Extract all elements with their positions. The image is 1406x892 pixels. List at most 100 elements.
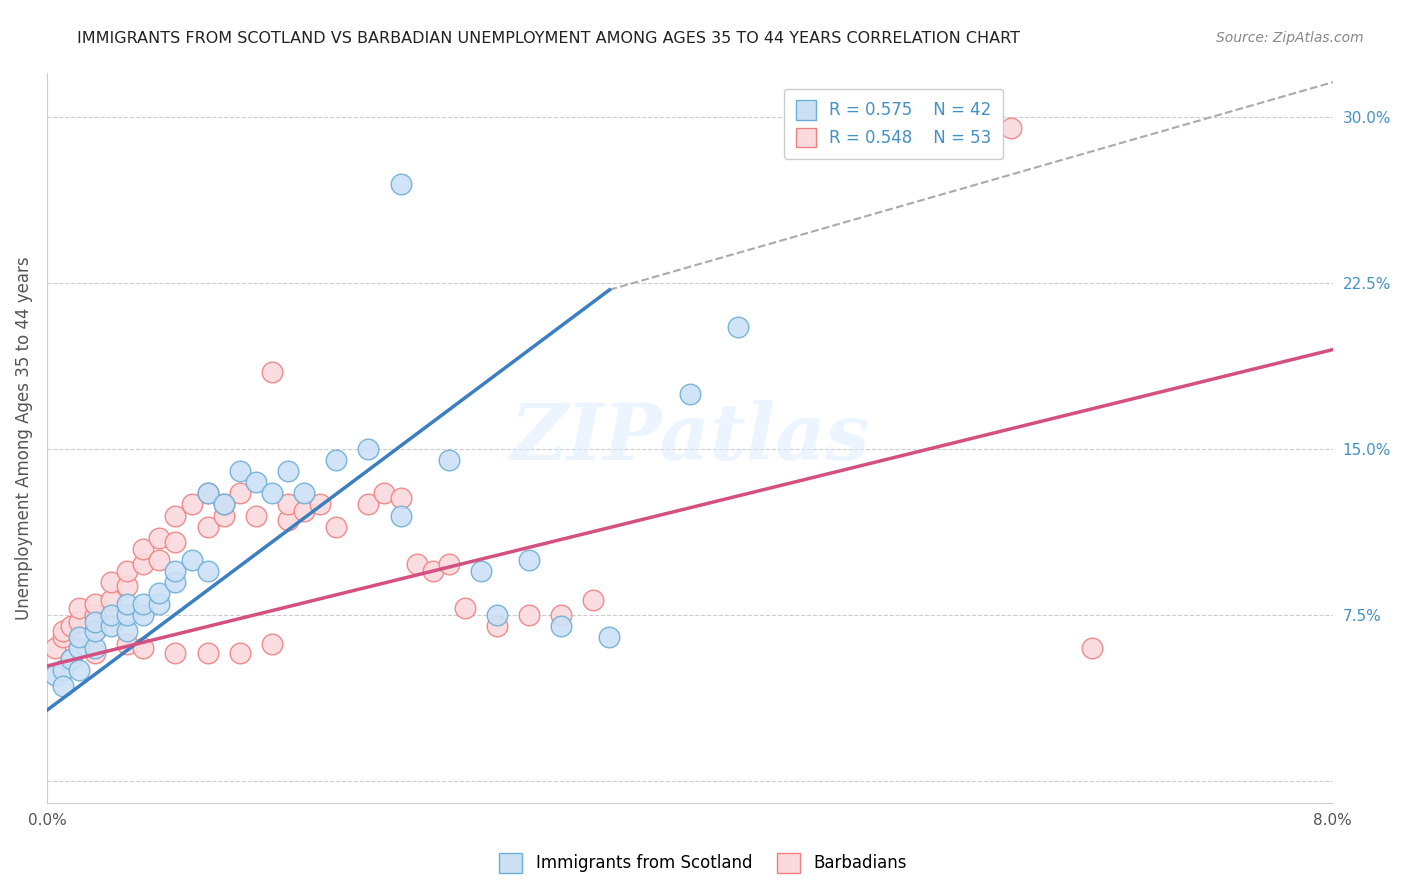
- Point: [84, 615, 107, 629]
- Point: [197, 646, 219, 660]
- Point: [165, 574, 187, 589]
- Point: [1080, 641, 1102, 656]
- Text: Source: ZipAtlas.com: Source: ZipAtlas.com: [1216, 31, 1364, 45]
- Point: [100, 608, 122, 623]
- Point: [180, 553, 202, 567]
- Point: [485, 619, 508, 633]
- Point: [52, 679, 75, 693]
- Point: [229, 464, 252, 478]
- Point: [389, 508, 412, 523]
- Point: [148, 586, 170, 600]
- Point: [100, 574, 122, 589]
- Point: [245, 508, 267, 523]
- Point: [44, 668, 66, 682]
- Point: [67, 601, 90, 615]
- Point: [117, 564, 139, 578]
- Point: [117, 608, 139, 623]
- Point: [470, 564, 492, 578]
- Point: [373, 486, 395, 500]
- Point: [165, 564, 187, 578]
- Point: [260, 486, 283, 500]
- Point: [197, 486, 219, 500]
- Point: [679, 387, 702, 401]
- Point: [454, 601, 477, 615]
- Point: [117, 579, 139, 593]
- Point: [67, 630, 90, 644]
- Point: [550, 608, 572, 623]
- Point: [437, 453, 460, 467]
- Point: [100, 592, 122, 607]
- Point: [59, 652, 82, 666]
- Point: [389, 491, 412, 505]
- Point: [517, 553, 540, 567]
- Point: [84, 624, 107, 638]
- Point: [67, 641, 90, 656]
- Text: IMMIGRANTS FROM SCOTLAND VS BARBADIAN UNEMPLOYMENT AMONG AGES 35 TO 44 YEARS COR: IMMIGRANTS FROM SCOTLAND VS BARBADIAN UN…: [77, 31, 1021, 46]
- Point: [197, 519, 219, 533]
- Point: [260, 365, 283, 379]
- Point: [1000, 121, 1022, 136]
- Point: [84, 641, 107, 656]
- Point: [389, 177, 412, 191]
- Point: [260, 637, 283, 651]
- Text: ZIPatlas: ZIPatlas: [510, 400, 869, 476]
- Legend: Immigrants from Scotland, Barbadians: Immigrants from Scotland, Barbadians: [492, 847, 914, 880]
- Point: [357, 498, 380, 512]
- Point: [84, 624, 107, 638]
- Point: [212, 498, 235, 512]
- Point: [132, 608, 155, 623]
- Point: [100, 619, 122, 633]
- Point: [277, 498, 299, 512]
- Point: [357, 442, 380, 457]
- Point: [727, 320, 749, 334]
- Point: [309, 498, 332, 512]
- Point: [132, 558, 155, 572]
- Point: [148, 597, 170, 611]
- Point: [59, 652, 82, 666]
- Point: [132, 597, 155, 611]
- Point: [277, 464, 299, 478]
- Point: [84, 597, 107, 611]
- Legend: R = 0.575    N = 42, R = 0.548    N = 53: R = 0.575 N = 42, R = 0.548 N = 53: [785, 88, 1002, 159]
- Point: [165, 535, 187, 549]
- Point: [52, 630, 75, 644]
- Point: [44, 641, 66, 656]
- Point: [325, 453, 347, 467]
- Point: [180, 498, 202, 512]
- Point: [292, 486, 315, 500]
- Point: [52, 624, 75, 638]
- Point: [84, 646, 107, 660]
- Point: [229, 646, 252, 660]
- Point: [485, 608, 508, 623]
- Point: [84, 608, 107, 623]
- Point: [437, 558, 460, 572]
- Point: [422, 564, 444, 578]
- Point: [52, 664, 75, 678]
- Point: [212, 508, 235, 523]
- Point: [197, 564, 219, 578]
- Point: [165, 646, 187, 660]
- Point: [59, 619, 82, 633]
- Point: [132, 641, 155, 656]
- Point: [405, 558, 427, 572]
- Point: [229, 486, 252, 500]
- Point: [212, 498, 235, 512]
- Point: [582, 592, 605, 607]
- Point: [517, 608, 540, 623]
- Point: [245, 475, 267, 490]
- Point: [550, 619, 572, 633]
- Point: [67, 664, 90, 678]
- Point: [67, 615, 90, 629]
- Point: [148, 531, 170, 545]
- Point: [117, 624, 139, 638]
- Point: [165, 508, 187, 523]
- Point: [197, 486, 219, 500]
- Y-axis label: Unemployment Among Ages 35 to 44 years: Unemployment Among Ages 35 to 44 years: [15, 256, 32, 620]
- Point: [292, 504, 315, 518]
- Point: [325, 519, 347, 533]
- Point: [598, 630, 620, 644]
- Point: [132, 541, 155, 556]
- Point: [148, 553, 170, 567]
- Point: [117, 597, 139, 611]
- Point: [117, 637, 139, 651]
